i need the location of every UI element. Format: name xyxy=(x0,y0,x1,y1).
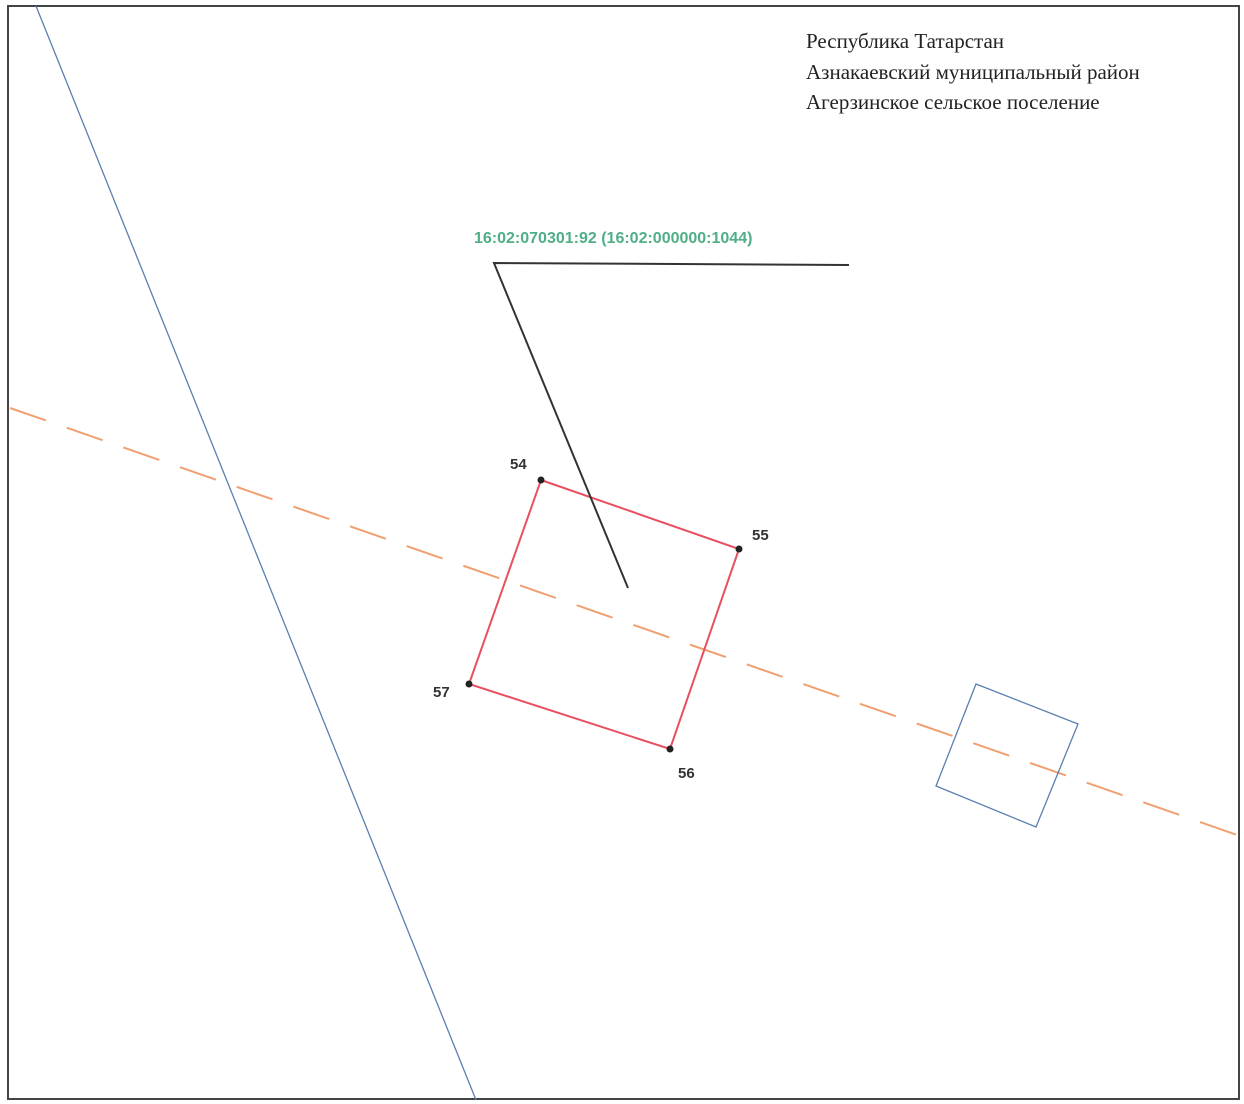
vertex xyxy=(666,745,674,753)
parcel-label: 16:02:070301:92 (16:02:000000:1044) xyxy=(474,230,752,247)
vertex xyxy=(465,680,473,688)
point-label: 54 xyxy=(510,456,527,473)
vertex xyxy=(735,545,743,553)
point-label: 56 xyxy=(678,765,695,782)
vertex xyxy=(537,476,545,484)
frame xyxy=(7,5,1240,1100)
header-line: Республика Татарстан xyxy=(806,29,1004,53)
header-line: Азнакаевский муниципальный район xyxy=(806,60,1140,84)
neighbor-parcel xyxy=(935,683,1079,828)
dashed-line xyxy=(9,407,1241,837)
leader-line xyxy=(492,261,850,589)
point-label: 55 xyxy=(752,527,769,544)
header-line: Агерзинское сельское поселение xyxy=(806,90,1100,114)
boundary-line xyxy=(35,5,477,1101)
point-label: 57 xyxy=(433,684,450,701)
